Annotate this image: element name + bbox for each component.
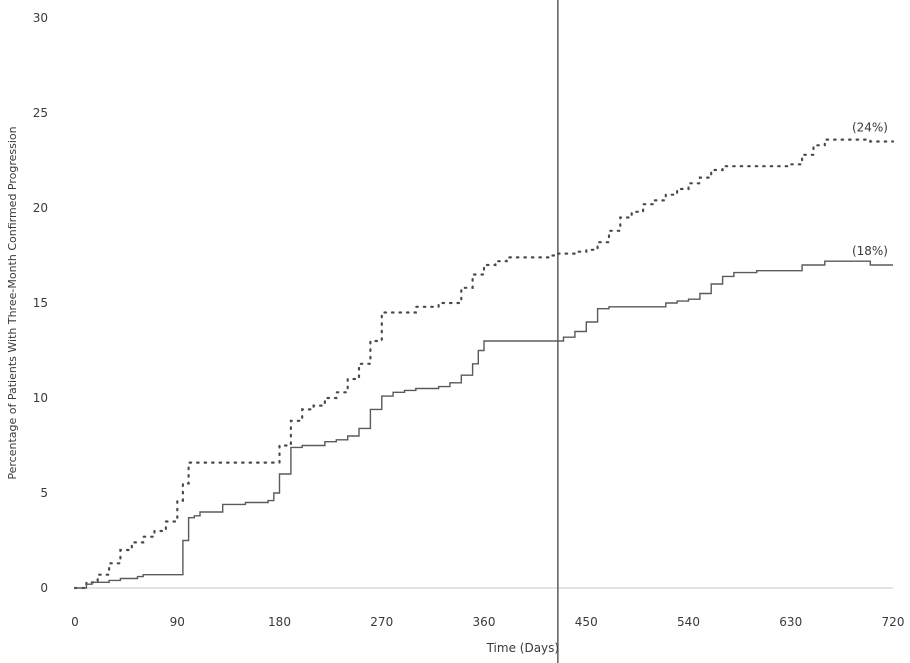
y-tick-label: 15 xyxy=(33,296,48,310)
y-tick-label: 30 xyxy=(33,11,48,25)
y-axis-label: Percentage of Patients With Three-Month … xyxy=(6,126,19,479)
series-line-solid xyxy=(75,260,893,589)
x-tick-label: 720 xyxy=(882,615,905,629)
x-tick-label: 450 xyxy=(575,615,598,629)
x-tick-label: 630 xyxy=(779,615,802,629)
x-tick-label: 360 xyxy=(473,615,496,629)
y-tick-label: 20 xyxy=(33,201,48,215)
y-tick-label: 0 xyxy=(40,581,48,595)
series-line-dotted xyxy=(73,138,895,590)
x-tick-label: 90 xyxy=(170,615,185,629)
x-tick-label: 270 xyxy=(370,615,393,629)
x-tick-label: 0 xyxy=(71,615,79,629)
y-tick-label: 10 xyxy=(33,391,48,405)
y-ticks-group: 0 5 10 15 20 25 30 xyxy=(33,11,48,595)
x-axis-label: Time (Days) xyxy=(486,641,560,655)
x-tick-label: 180 xyxy=(268,615,291,629)
x-ticks-group: 0 90 180 270 360 450 540 630 720 xyxy=(71,615,904,629)
y-tick-label: 5 xyxy=(40,486,48,500)
series-group xyxy=(73,138,895,590)
series-end-label: (18%) xyxy=(852,244,888,258)
x-tick-label: 540 xyxy=(677,615,700,629)
end-labels-group: (24%) (18%) xyxy=(852,121,888,259)
y-tick-label: 25 xyxy=(33,106,48,120)
series-end-label: (24%) xyxy=(852,121,888,135)
